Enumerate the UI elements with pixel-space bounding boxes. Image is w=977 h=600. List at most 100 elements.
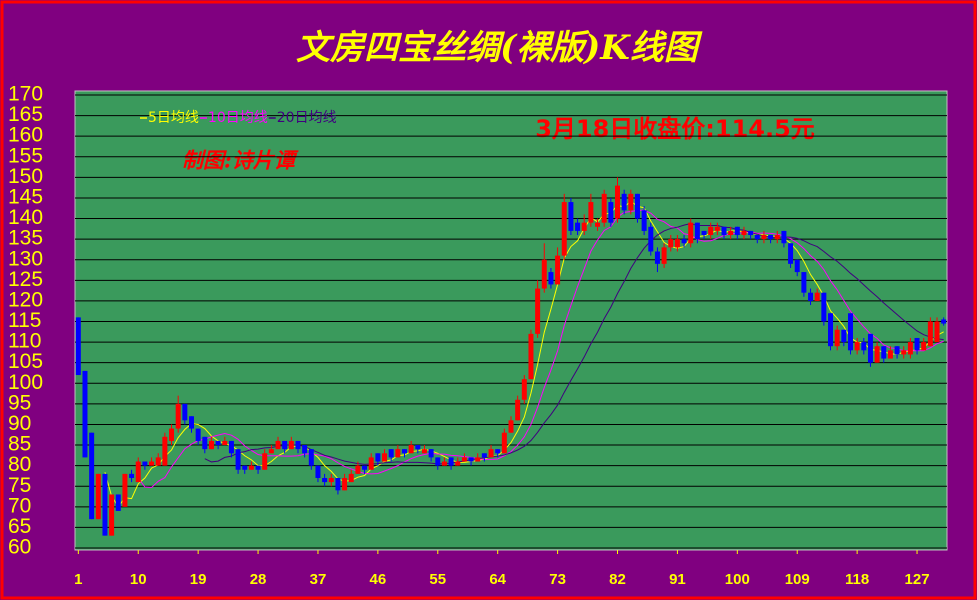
candle-body — [208, 440, 214, 450]
candle-body — [801, 272, 807, 293]
candle-body — [734, 226, 740, 236]
candle-body — [535, 288, 541, 334]
candle-body — [741, 230, 747, 236]
y-tick-label: 110 — [8, 330, 41, 353]
candle-body — [308, 449, 314, 466]
y-tick-label: 70 — [8, 494, 31, 517]
candle-body — [228, 440, 234, 454]
candle-body — [528, 333, 534, 380]
candle-body — [255, 465, 261, 470]
candle-body — [681, 239, 687, 244]
y-tick-label: 125 — [8, 268, 43, 291]
candle-body — [781, 230, 787, 244]
x-tick-label: 28 — [250, 571, 267, 588]
candle-body — [887, 350, 893, 359]
candle-body — [694, 222, 700, 240]
candle-body — [155, 457, 161, 466]
legend: 5日均线 10日均线 20日均线 — [140, 110, 337, 126]
candle-body — [515, 399, 521, 421]
candle-body — [847, 313, 853, 351]
x-tick-label: 55 — [429, 571, 446, 588]
x-tick-label: 37 — [310, 571, 327, 588]
candle-body — [169, 428, 175, 441]
candle-body — [355, 465, 361, 474]
candle-body — [555, 255, 561, 285]
candle-body — [455, 461, 461, 466]
x-tick-label: 118 — [845, 571, 869, 588]
candle-body — [215, 440, 221, 446]
candle-body — [202, 436, 208, 450]
candle-body — [428, 449, 434, 458]
annotation: 3月18日收盘价:114.5元 — [535, 115, 815, 143]
candle-body — [901, 350, 907, 355]
candle-body — [222, 440, 228, 446]
candle-body — [109, 494, 115, 536]
candle-body — [421, 449, 427, 454]
candle-body — [841, 329, 847, 343]
candle-body — [508, 420, 514, 433]
candle-body — [388, 449, 394, 458]
candle-body — [721, 226, 727, 236]
candle-body — [248, 465, 254, 470]
candle-body — [774, 235, 780, 240]
y-tick-label: 90 — [8, 412, 31, 435]
x-tick-label: 91 — [669, 571, 686, 588]
candle-body — [674, 239, 680, 248]
candle-body — [708, 226, 714, 236]
candle-body — [894, 346, 900, 355]
x-tick-label: 10 — [130, 571, 147, 588]
y-tick-label: 170 — [8, 83, 43, 106]
candle-body — [568, 202, 574, 231]
y-tick-label: 85 — [8, 433, 31, 456]
candle-body — [488, 449, 494, 458]
candle-body — [495, 449, 501, 454]
candle-body — [794, 259, 800, 273]
candle-body — [834, 329, 840, 347]
ma-line — [204, 222, 944, 465]
candle-body — [601, 193, 607, 223]
candle-body — [921, 342, 927, 351]
candle-body — [521, 379, 527, 400]
candle-body — [395, 449, 401, 458]
legend-label: 10日均线 — [208, 110, 268, 126]
candle-body — [441, 461, 447, 466]
candle-body — [615, 185, 620, 219]
x-tick-label: 64 — [489, 571, 506, 588]
y-tick-label: 105 — [8, 350, 43, 373]
candle-body — [382, 453, 388, 462]
candles — [75, 177, 947, 536]
y-tick-label: 65 — [8, 515, 31, 538]
y-tick-label: 130 — [8, 247, 43, 270]
x-tick-label: 1 — [74, 571, 82, 588]
candle-body — [814, 292, 820, 301]
x-tick-label: 109 — [785, 571, 810, 588]
candle-body — [788, 243, 794, 264]
candle-body — [748, 230, 754, 236]
candle-body — [481, 453, 487, 458]
x-tick-label: 73 — [549, 571, 566, 588]
candle-body — [142, 461, 148, 466]
candle-body — [75, 317, 81, 376]
candle-body — [588, 202, 594, 223]
y-tick-label: 75 — [8, 474, 31, 497]
candle-body — [595, 222, 601, 227]
candle-body — [342, 477, 348, 491]
candle-body — [934, 321, 940, 343]
axes: 6065707580859095100105110115120125130135… — [8, 83, 930, 588]
candle-body — [322, 477, 328, 483]
candle-body — [95, 473, 101, 520]
legend-label: 5日均线 — [148, 110, 199, 126]
candle-body — [621, 193, 627, 211]
y-tick-label: 135 — [8, 227, 43, 250]
candle-body — [268, 449, 274, 454]
y-tick-label: 100 — [8, 371, 43, 394]
candle-body — [501, 432, 507, 454]
candle-body — [688, 222, 694, 244]
credit: 制图:诗片谭 — [182, 148, 299, 173]
candle-body — [295, 440, 301, 450]
candle-body — [701, 230, 707, 236]
candle-body — [282, 440, 288, 450]
candle-body — [608, 202, 614, 223]
candle-body — [188, 416, 194, 429]
candle-body — [941, 319, 947, 324]
